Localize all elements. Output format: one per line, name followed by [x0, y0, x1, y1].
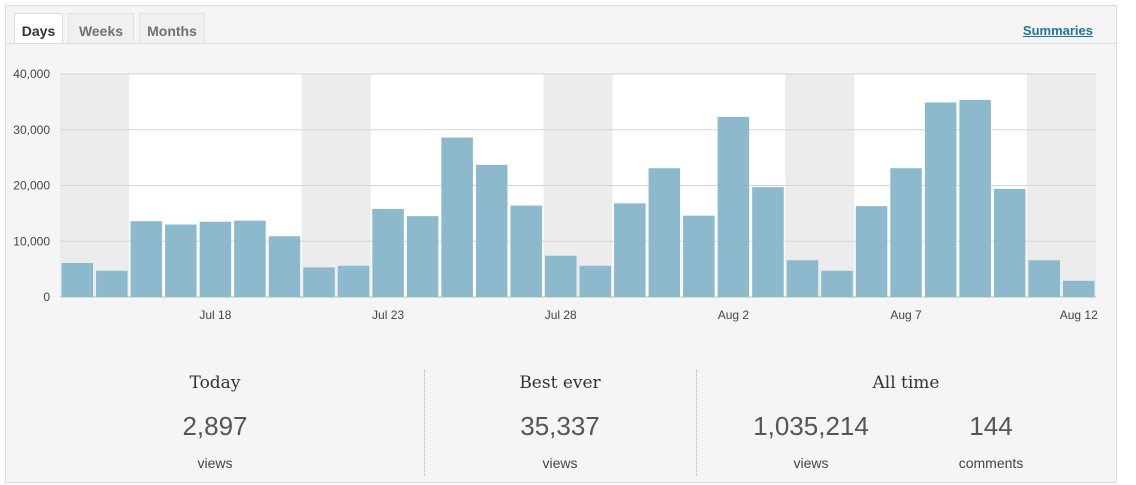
y-tick-label: 20,000	[13, 179, 50, 193]
bar[interactable]	[372, 208, 404, 297]
bar[interactable]	[959, 99, 991, 298]
bar[interactable]	[268, 236, 301, 297]
today-value: 2,897	[182, 411, 248, 441]
bar[interactable]	[717, 116, 750, 298]
best-ever-title: Best ever	[519, 373, 601, 393]
stats-summary: Today 2,897 views Best ever 35,337 views…	[6, 361, 1116, 476]
all-time-comments-unit: comments	[958, 455, 1024, 471]
x-tick-label: Aug 12	[1060, 308, 1098, 322]
tab-days[interactable]: Days	[14, 13, 63, 45]
y-tick-label: 10,000	[13, 234, 50, 248]
bar[interactable]	[752, 187, 784, 297]
stats-panel: Days Weeks Months Summaries 0 10,000 20,00…	[5, 5, 1117, 483]
y-tick-label: 40,000	[13, 67, 50, 81]
bar[interactable]	[441, 137, 473, 297]
bar[interactable]	[510, 205, 542, 297]
bar[interactable]	[786, 260, 819, 297]
best-ever-unit: views	[542, 455, 578, 471]
y-tick-label: 30,000	[13, 123, 50, 137]
bar[interactable]	[544, 255, 577, 297]
bar[interactable]	[614, 203, 646, 297]
bar[interactable]	[61, 262, 94, 297]
today-stat: Today 2,897 views	[6, 361, 424, 471]
all-time-views-unit: views	[793, 455, 829, 471]
stats-divider	[696, 370, 697, 476]
bar[interactable]	[890, 168, 922, 297]
tab-weeks[interactable]: Weeks	[68, 13, 134, 44]
bar[interactable]	[234, 220, 266, 297]
x-tick-label: Jul 18	[199, 308, 231, 322]
bar[interactable]	[993, 188, 1026, 297]
bar[interactable]	[648, 168, 681, 297]
bar[interactable]	[130, 221, 163, 297]
bar[interactable]	[1028, 260, 1060, 297]
bar[interactable]	[475, 164, 508, 297]
x-tick-label: Aug 7	[890, 308, 922, 322]
bar[interactable]	[821, 270, 853, 297]
y-tick-label: 0	[43, 290, 50, 304]
all-time-comments-value: 144	[969, 411, 1013, 441]
all-time-stat: All time 1,035,214 views 144 comments	[696, 361, 1116, 471]
bar[interactable]	[337, 265, 370, 297]
x-tick-label: Jul 23	[372, 308, 404, 322]
bar[interactable]	[683, 215, 715, 297]
bar[interactable]	[199, 221, 232, 297]
x-tick-label: Aug 2	[718, 308, 750, 322]
best-ever-value: 35,337	[520, 411, 600, 441]
bar[interactable]	[579, 265, 612, 297]
views-bar-chart: 0 10,000 20,000 30,000 40,000 Jul 18 Jul 23 Ju…	[13, 67, 1098, 322]
bar[interactable]	[96, 270, 128, 297]
x-tick-label: Jul 28	[545, 308, 577, 322]
today-unit: views	[197, 455, 233, 471]
views-chart-area: 0 10,000 20,000 30,000 40,000 Jul 18 Jul 23 Ju…	[6, 43, 1116, 334]
today-title: Today	[189, 373, 241, 393]
best-ever-stat: Best ever 35,337 views	[424, 361, 696, 471]
bar[interactable]	[855, 206, 888, 297]
bar[interactable]	[303, 267, 335, 297]
bar[interactable]	[165, 224, 197, 297]
bar[interactable]	[924, 102, 957, 297]
summaries-link[interactable]: Summaries	[1022, 23, 1093, 38]
bar[interactable]	[1062, 280, 1095, 297]
all-time-title: All time	[872, 373, 940, 393]
all-time-views-value: 1,035,214	[753, 411, 869, 441]
bar[interactable]	[406, 216, 439, 297]
stats-divider	[424, 370, 425, 476]
tab-months[interactable]: Months	[139, 13, 205, 44]
